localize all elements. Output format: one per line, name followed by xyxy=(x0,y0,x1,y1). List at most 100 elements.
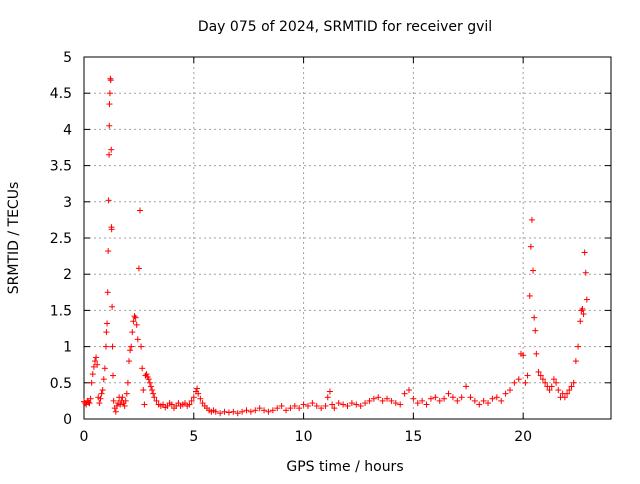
data-point xyxy=(124,379,131,386)
data-point xyxy=(471,397,478,404)
y-axis-label: SRMTID / TECUs xyxy=(6,182,22,295)
data-point xyxy=(449,394,456,401)
data-point xyxy=(88,379,95,386)
data-point xyxy=(151,394,158,401)
data-point xyxy=(261,407,268,414)
y-tick-label: 2 xyxy=(63,267,72,283)
data-point xyxy=(427,395,434,402)
data-point xyxy=(528,216,535,223)
data-point xyxy=(221,408,228,415)
data-point xyxy=(548,383,555,390)
data-point xyxy=(90,363,97,370)
y-tick-label: 3.5 xyxy=(50,159,72,175)
data-point xyxy=(168,401,175,408)
data-point xyxy=(140,387,147,394)
x-axis-label: GPS time / hours xyxy=(286,459,403,475)
data-point xyxy=(102,343,109,350)
data-point xyxy=(96,400,103,407)
data-point xyxy=(542,379,549,386)
data-point xyxy=(197,395,204,402)
data-point xyxy=(561,394,568,401)
data-point xyxy=(324,394,331,401)
data-point xyxy=(109,343,116,350)
data-point xyxy=(141,401,148,408)
data-point xyxy=(579,305,586,312)
data-point xyxy=(252,407,259,414)
data-point xyxy=(353,401,360,408)
data-point xyxy=(291,402,298,409)
data-point xyxy=(153,397,160,404)
data-point xyxy=(122,397,129,404)
data-points xyxy=(81,75,590,417)
data-point xyxy=(370,395,377,402)
data-point xyxy=(357,402,364,409)
data-point xyxy=(217,410,224,417)
data-point xyxy=(146,379,153,386)
data-point xyxy=(329,401,336,408)
data-point xyxy=(348,400,355,407)
plot-frame xyxy=(83,56,612,420)
data-point xyxy=(553,379,560,386)
data-point xyxy=(502,390,509,397)
data-point xyxy=(105,197,112,204)
data-point xyxy=(134,336,141,343)
data-point xyxy=(131,313,138,320)
data-point xyxy=(436,397,443,404)
data-point xyxy=(234,410,241,417)
data-point xyxy=(572,358,579,365)
data-point xyxy=(405,387,412,394)
data-point xyxy=(149,387,156,394)
data-point xyxy=(524,372,531,379)
data-point xyxy=(147,383,154,390)
data-point xyxy=(441,395,448,402)
data-point xyxy=(106,90,113,97)
data-point xyxy=(106,122,113,129)
data-point xyxy=(188,397,195,404)
axis-ticks: 0 0.5 1 1.5 2 2.5 3 3.5 4 4.5 5 0 5 10 15 20 xyxy=(50,50,611,445)
y-tick-label: 2.5 xyxy=(50,231,72,247)
data-point xyxy=(256,405,263,412)
data-point xyxy=(105,248,112,255)
data-point xyxy=(532,327,539,334)
data-point xyxy=(98,390,105,397)
data-point xyxy=(138,343,145,350)
data-point xyxy=(112,408,119,415)
data-point xyxy=(93,354,100,361)
data-point xyxy=(583,296,590,303)
y-tick-label: 3 xyxy=(63,195,72,211)
y-tick-label: 4 xyxy=(63,122,72,138)
data-point xyxy=(287,405,294,412)
data-point xyxy=(397,401,404,408)
data-point xyxy=(340,401,347,408)
data-point xyxy=(104,289,111,296)
data-point xyxy=(522,379,529,386)
data-point xyxy=(485,400,492,407)
data-point xyxy=(388,397,395,404)
y-tick-label: 4.5 xyxy=(50,86,72,102)
data-point xyxy=(100,376,107,383)
data-point xyxy=(511,379,518,386)
data-point xyxy=(150,390,157,397)
data-point xyxy=(225,409,232,416)
data-point xyxy=(432,394,439,401)
data-point xyxy=(322,402,329,409)
data-point xyxy=(454,397,461,404)
y-tick-label: 0.5 xyxy=(50,376,72,392)
data-point xyxy=(129,329,136,336)
x-tick-label: 15 xyxy=(404,429,422,445)
data-point xyxy=(300,401,307,408)
data-point xyxy=(87,395,94,402)
data-point xyxy=(230,408,237,415)
y-tick-label: 1.5 xyxy=(50,303,72,319)
data-point xyxy=(85,399,92,406)
data-point xyxy=(335,400,342,407)
data-point xyxy=(533,350,540,357)
data-point xyxy=(119,394,126,401)
data-point xyxy=(190,394,197,401)
y-tick-label: 1 xyxy=(63,340,72,356)
data-point xyxy=(239,408,246,415)
data-point xyxy=(537,372,544,379)
data-point xyxy=(535,368,542,375)
data-point xyxy=(296,405,303,412)
data-point xyxy=(568,383,575,390)
